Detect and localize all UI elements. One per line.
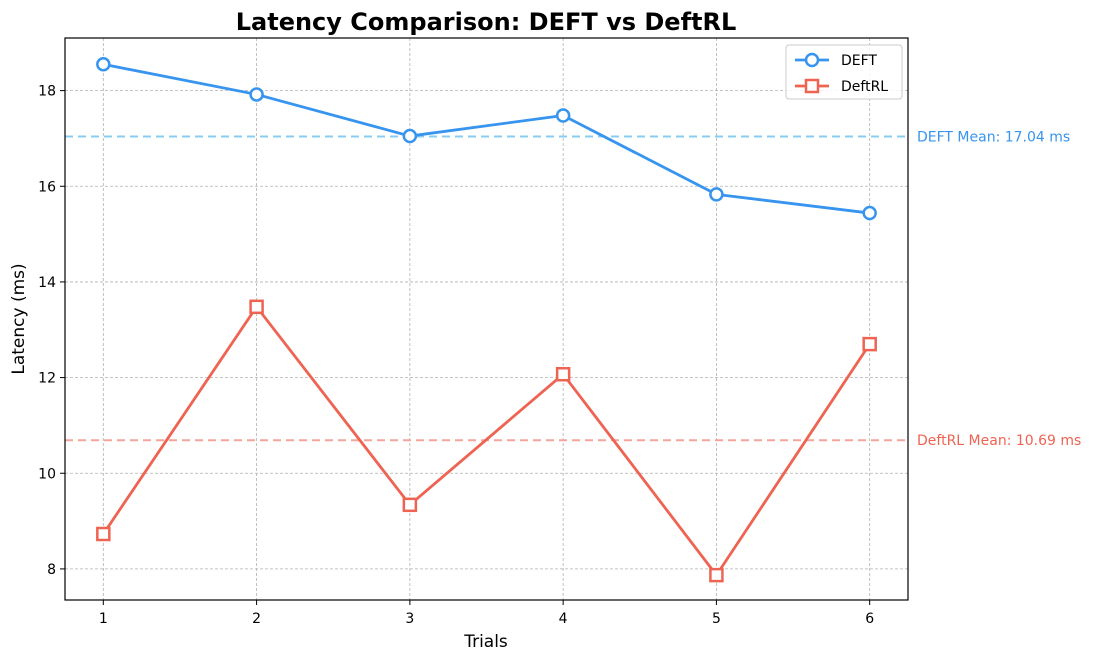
data-point-deft	[709, 187, 724, 202]
legend-label-deft: DEFT	[841, 53, 877, 69]
series-line-deftrl	[102, 305, 871, 577]
y-axis-label: Latency (ms)	[9, 263, 29, 374]
mean-labels: DEFT Mean: 17.04 ms DeftRL Mean: 10.69 ms	[917, 130, 1081, 450]
gridlines	[65, 38, 908, 600]
data-point-deft	[96, 57, 111, 72]
data-point-deftrl	[862, 336, 877, 352]
legend-marker-deft	[804, 52, 820, 68]
y-tick-label: 14	[38, 275, 56, 291]
series-deft	[96, 57, 877, 221]
series-deftrl	[96, 299, 877, 583]
legend-marker-deftrl	[804, 78, 820, 94]
data-point-deft	[555, 108, 571, 123]
x-tick-label: 6	[865, 611, 874, 627]
x-tick-label: 5	[712, 611, 721, 627]
y-tick-label: 12	[38, 371, 56, 387]
x-axis-label: Trials	[463, 632, 508, 652]
y-tick-label: 10	[38, 466, 56, 482]
data-point-deftrl	[709, 567, 724, 583]
plot-area-frame	[64, 37, 909, 601]
mean-reference-lines	[65, 135, 908, 442]
data-point-deft	[862, 205, 877, 221]
series-lines	[96, 57, 877, 583]
data-point-deftrl	[249, 299, 264, 315]
y-tick-label: 16	[38, 179, 56, 195]
legend-label-deftrl: DeftRL	[841, 79, 888, 95]
data-point-deftrl	[555, 366, 571, 382]
data-point-deftrl	[96, 526, 111, 542]
chart-title: Latency Comparison: DEFT vs DeftRL	[236, 8, 737, 36]
x-tick-label: 4	[559, 611, 568, 627]
x-tick-label: 3	[405, 611, 414, 627]
series-line-deft	[103, 62, 870, 215]
data-point-deft	[402, 128, 418, 144]
data-point-deftrl	[402, 497, 418, 513]
x-tick-label: 1	[99, 611, 108, 627]
mean-label-deftrl: DeftRL Mean: 10.69 ms	[917, 433, 1081, 449]
y-tick-label: 18	[38, 84, 56, 100]
data-point-deft	[249, 87, 264, 102]
y-tick-label: 8	[47, 562, 56, 578]
legend: DEFT DeftRL	[785, 44, 903, 100]
x-tick-label: 2	[252, 611, 261, 627]
mean-label-deft: DEFT Mean: 17.04 ms	[917, 130, 1070, 146]
